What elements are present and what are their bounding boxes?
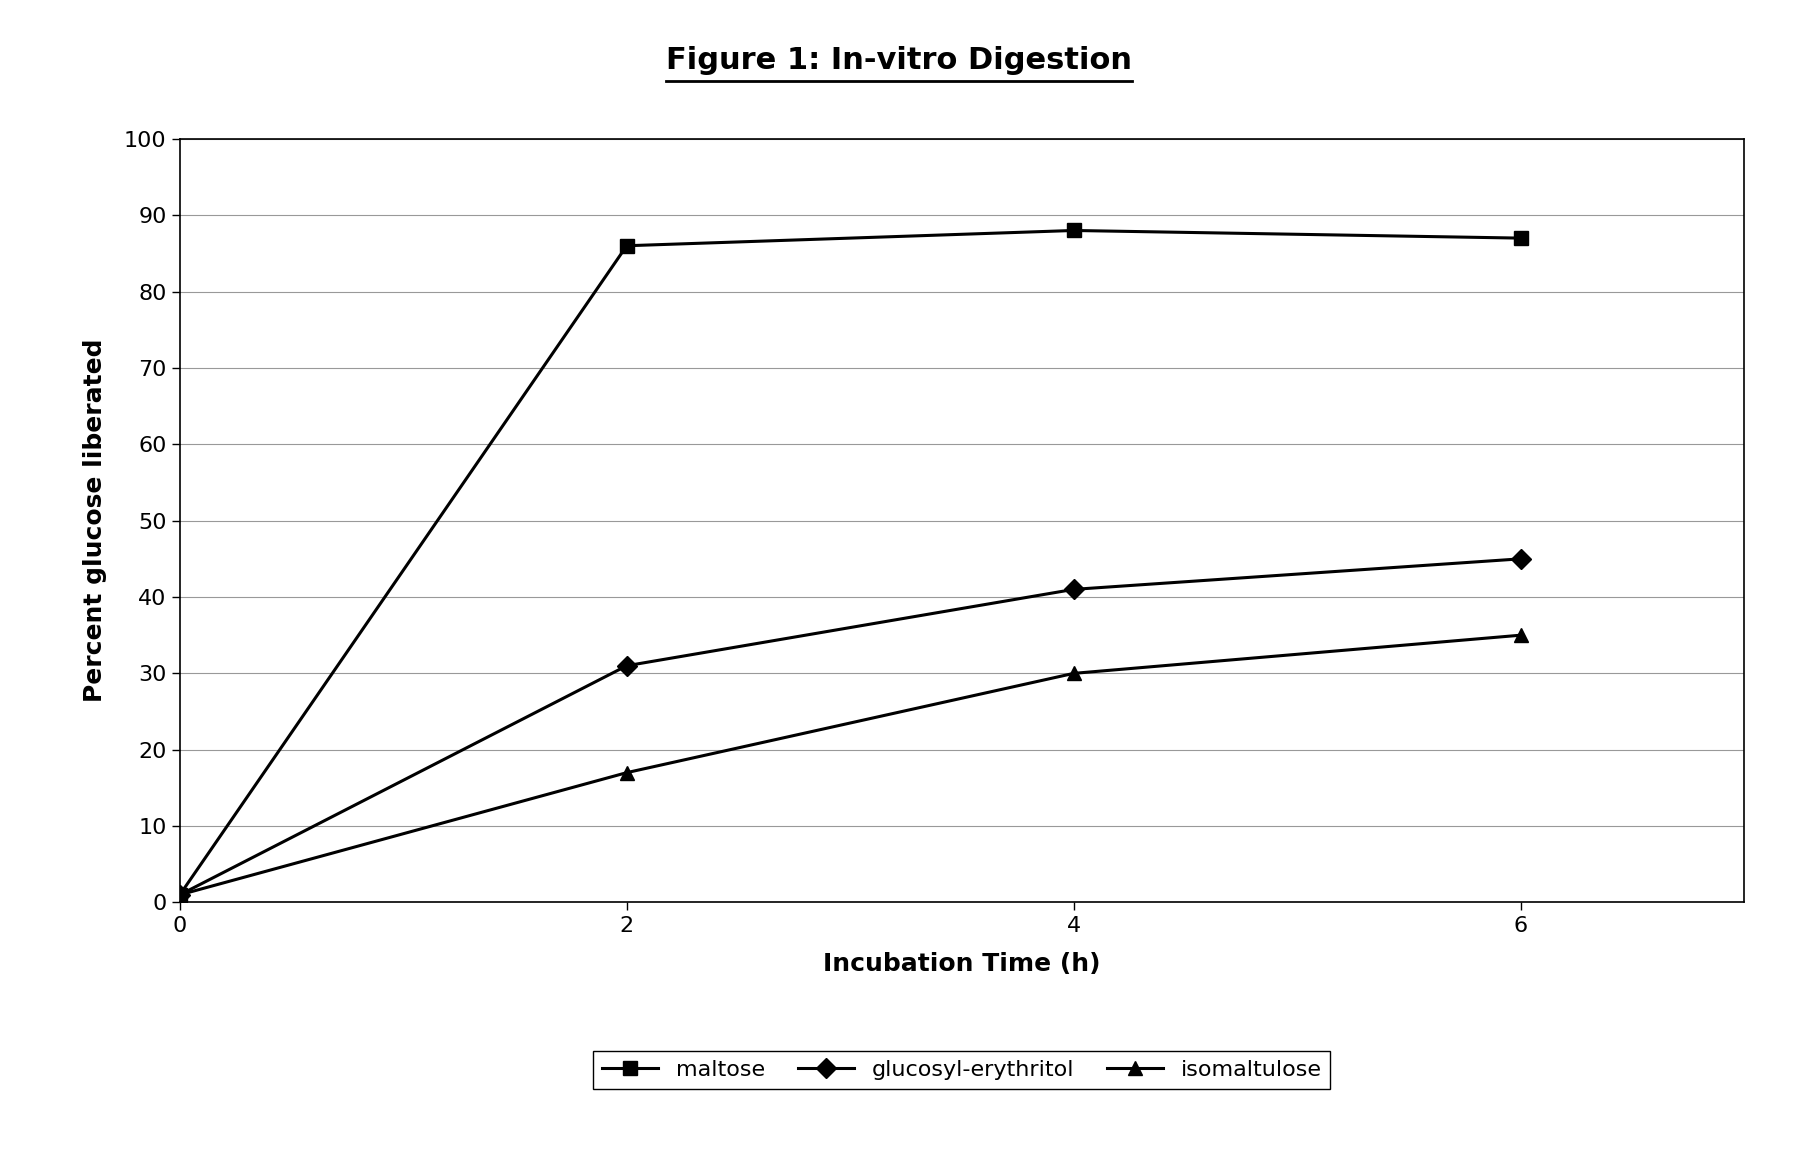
X-axis label: Incubation Time (h): Incubation Time (h) — [823, 952, 1100, 977]
Y-axis label: Percent glucose liberated: Percent glucose liberated — [83, 339, 108, 702]
glucosyl-erythritol — [169, 887, 191, 901]
glucosyl-erythritol — [617, 658, 638, 672]
isomaltulose — [1063, 666, 1084, 680]
isomaltulose — [617, 766, 638, 780]
maltose — [617, 238, 638, 252]
glucosyl-erythritol — [1063, 582, 1084, 596]
maltose — [169, 887, 191, 901]
Legend: maltose, glucosyl-erythritol, isomaltulose: maltose, glucosyl-erythritol, isomaltulo… — [593, 1051, 1331, 1089]
Line: maltose: maltose — [173, 223, 1528, 901]
isomaltulose — [1510, 628, 1532, 642]
isomaltulose — [169, 887, 191, 901]
Line: isomaltulose: isomaltulose — [173, 628, 1528, 901]
Text: Figure 1: In-vitro Digestion: Figure 1: In-vitro Digestion — [665, 46, 1133, 75]
maltose — [1063, 223, 1084, 237]
maltose — [1510, 231, 1532, 245]
Line: glucosyl-erythritol: glucosyl-erythritol — [173, 552, 1528, 901]
glucosyl-erythritol — [1510, 552, 1532, 566]
